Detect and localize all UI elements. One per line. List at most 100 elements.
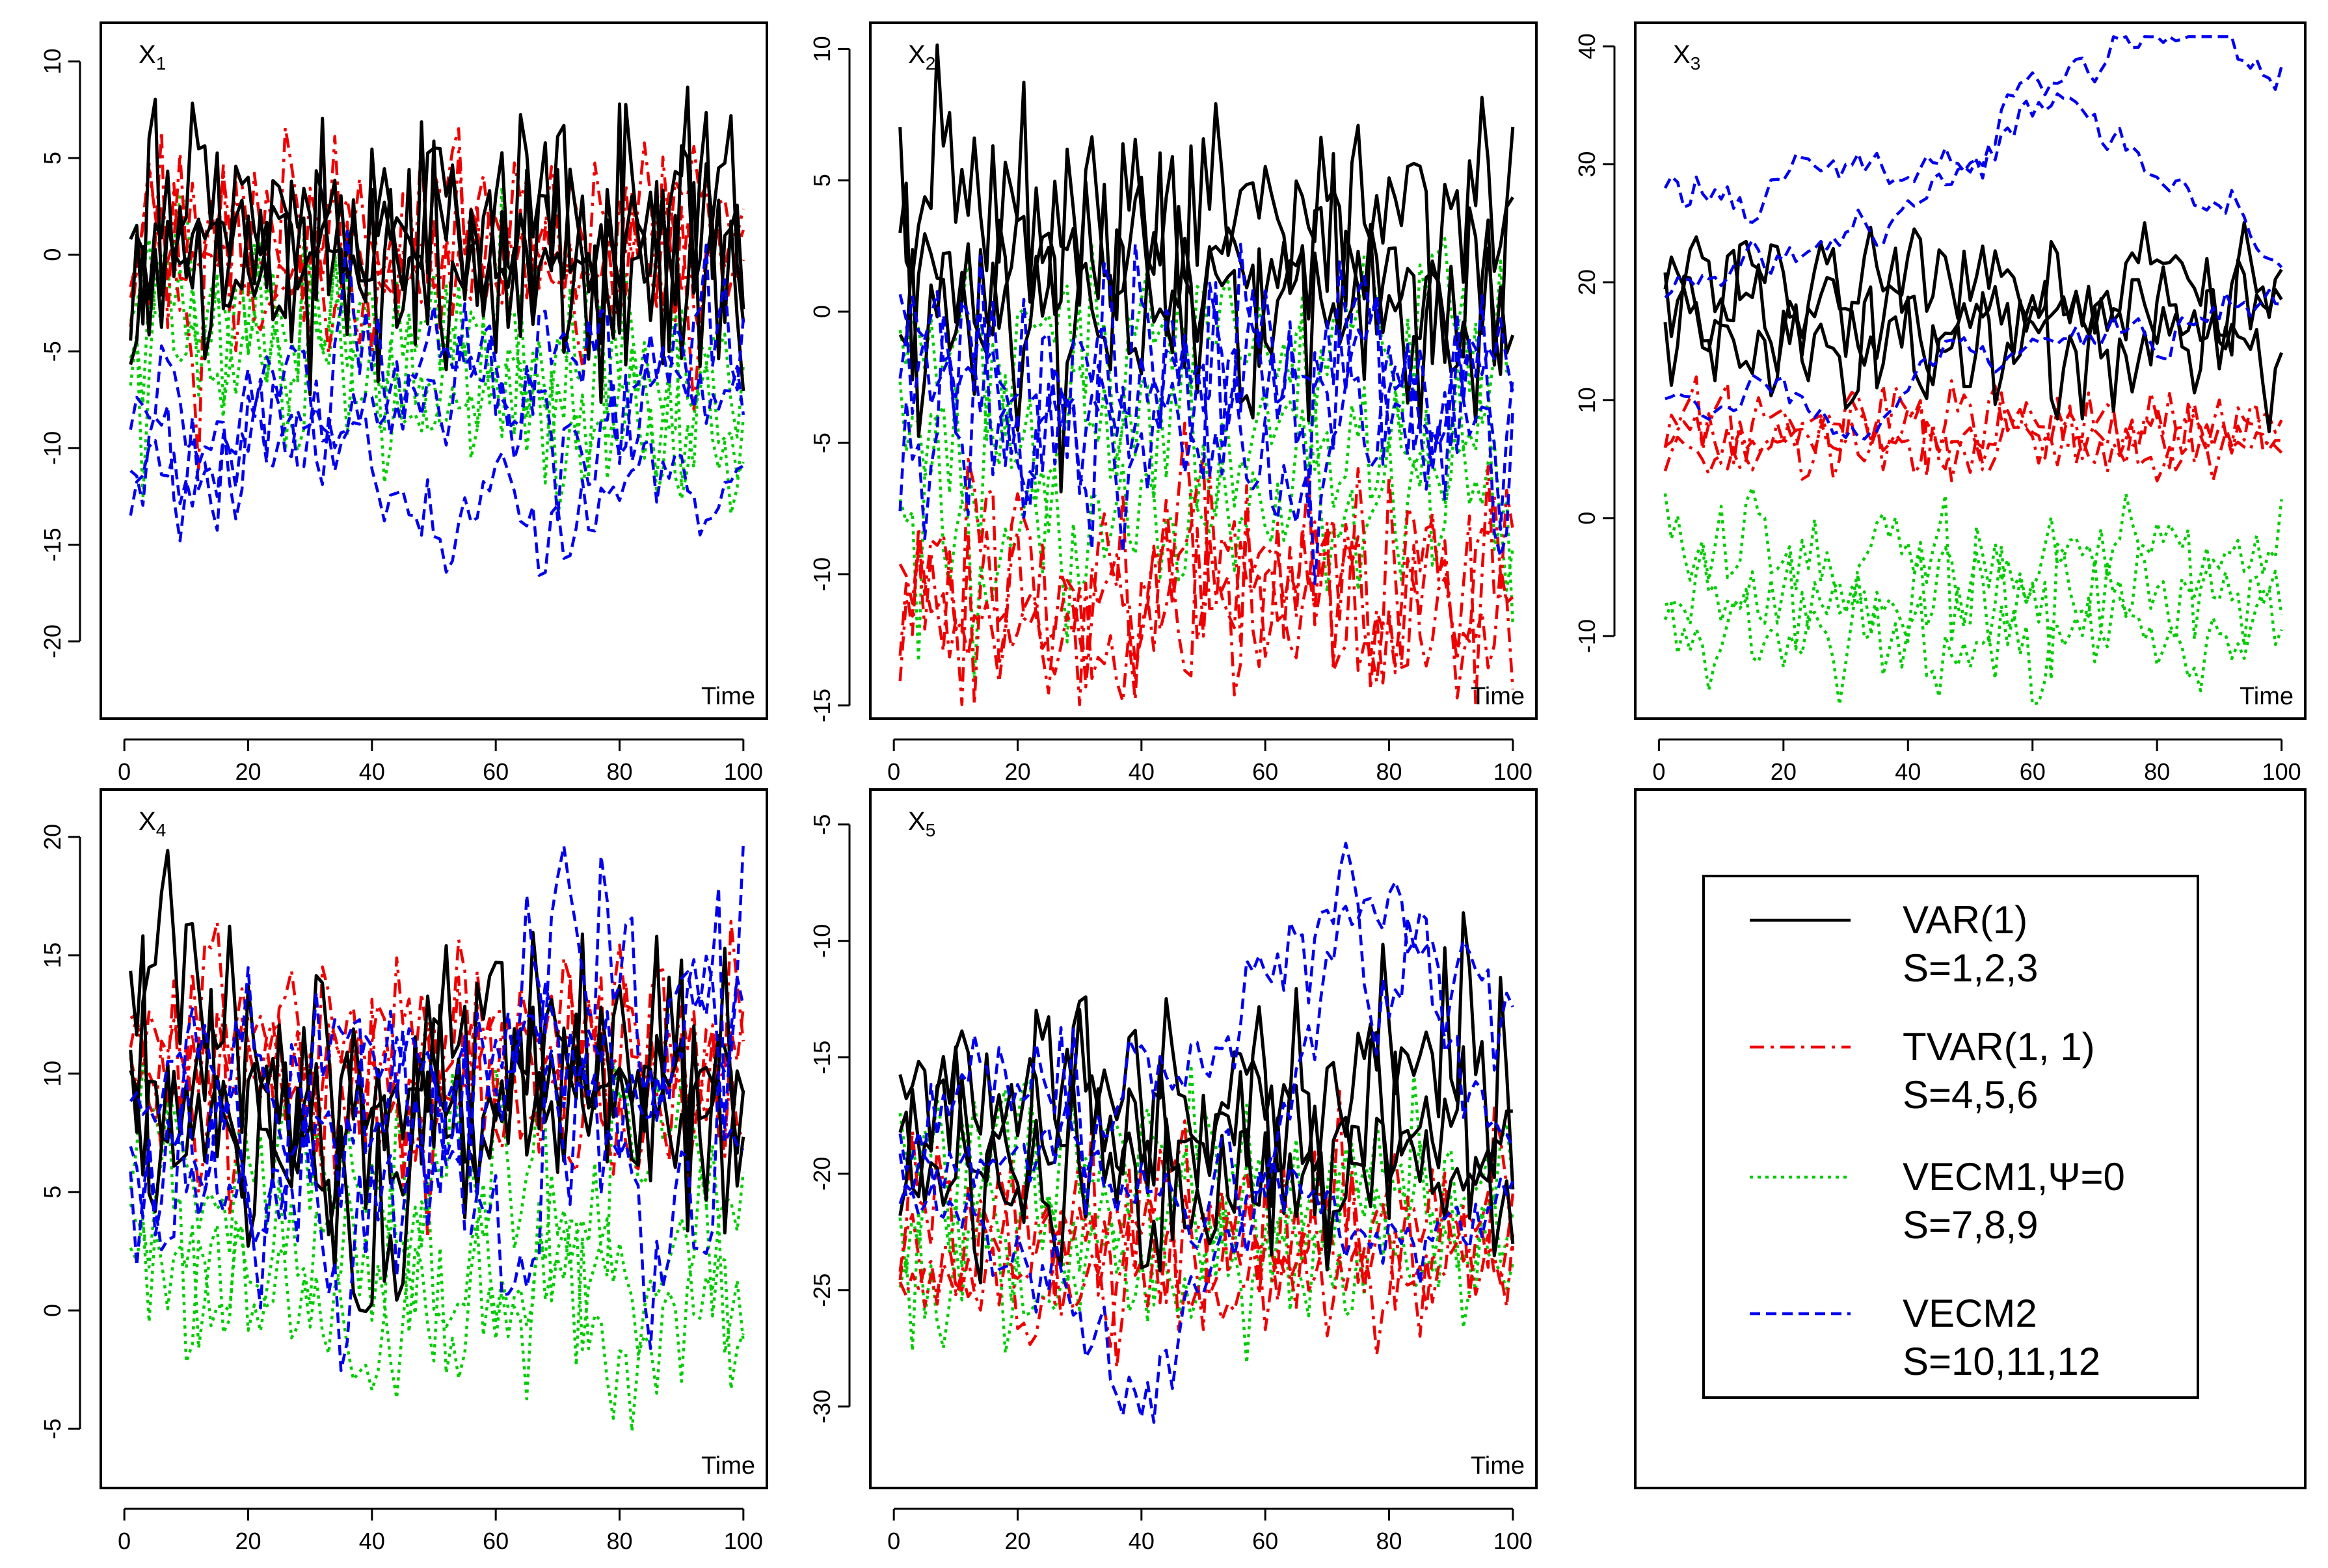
series-group: VECM1 S=7VECM1 S=8VECM1 S=9TVAR(1, 1) S=… [129,85,745,577]
series-line: VECM2 S=11 [898,242,1515,518]
series-line: VECM2 S=12 [1665,288,2282,441]
x-axis-title: Time [1471,1452,1525,1480]
legend-entry-vecm2: VECM2 S=10,11,12 [1750,1292,2100,1383]
x-tick-label: 40 [1895,758,1921,785]
x-axis-title: Time [2240,683,2294,710]
y-tick-label: -10 [809,924,835,958]
legend-label: VECM2 [1903,1292,2037,1335]
series-line: VAR(1) S=1 [898,911,1515,1225]
legend-sublabel: S=1,2,3 [1903,946,2039,990]
series-line: VAR(1) S=1 [1663,220,2283,358]
x-tick-label: 80 [1376,758,1402,785]
y-tick-label: 10 [39,1061,66,1087]
x-tick-label: 100 [2262,758,2301,785]
y-tick-label: -5 [39,1418,66,1439]
series-group: VECM1 S=7VECM1 S=8VECM1 S=9TVAR(1, 1) S=… [898,43,1515,706]
y-tick-label: 0 [1573,512,1600,525]
y-tick-label: -15 [809,1041,835,1074]
x-tick-label: 80 [606,1528,632,1554]
series-line: VECM1 S=8 [129,267,745,518]
series-line: TVAR(1, 1) S=6 [898,1169,1515,1370]
y-tick-label: -30 [809,1390,835,1424]
x-tick-label: 0 [887,1528,900,1554]
series-line: VECM2 S=10 [898,243,1515,531]
series-line: VAR(1) S=3 [898,205,1515,494]
y-tick-label: 0 [809,305,835,318]
series-line: VAR(1) S=3 [129,102,745,384]
panel-x2: VECM1 S=7VECM1 S=8VECM1 S=9TVAR(1, 1) S=… [809,21,1538,785]
series-group: VECM1 S=7VECM1 S=8VECM1 S=9TVAR(1, 1) S=… [1663,35,2283,706]
x-tick-label: 20 [1771,758,1797,785]
plot-frame [869,21,1538,720]
legend-sublabel: S=7,8,9 [1903,1203,2039,1247]
x-tick-label: 0 [887,758,900,785]
series-line: VECM2 S=12 [898,1155,1514,1424]
x-axis-title: Time [1471,683,1525,710]
y-tick-label: -20 [39,624,66,658]
x-tick-label: 60 [2020,758,2046,785]
x-tick-label: 20 [1004,758,1030,785]
y-tick-label: 10 [39,48,66,74]
legend-box [1702,875,2199,1399]
x-tick-label: 60 [1252,758,1278,785]
plot-frame [100,21,768,720]
legend-entry-tvar: TVAR(1, 1)S=4,5,6 [1750,1025,2095,1117]
panel-x5: VECM1 S=7VECM1 S=8VECM1 S=9TVAR(1, 1) S=… [809,788,1538,1554]
series-line: VECM2 S=10 [129,243,745,542]
series-line: TVAR(1, 1) S=4 [1663,375,2283,480]
series-line: VAR(1) S=3 [129,994,745,1236]
series-line: VECM1 S=9 [898,392,1515,681]
x-tick-label: 40 [359,758,385,785]
legend-label: VECM1,Ψ=0 [1903,1155,2125,1199]
x-tick-label: 40 [1129,1528,1155,1554]
series-line: VECM2 S=12 [898,293,1515,585]
y-tick-label: -25 [809,1273,835,1307]
y-tick-label: 10 [809,36,835,62]
panel-x4: VECM1 S=7VECM1 S=8VECM1 S=9TVAR(1, 1) S=… [39,788,768,1554]
series-line: VAR(1) S=3 [898,1076,1515,1284]
y-tick-label: -10 [39,431,66,465]
x-tick-label: 60 [483,1528,509,1554]
series-line: VECM1 S=8 [129,1059,745,1316]
panel-title: X4 [139,807,166,840]
x-tick-label: 100 [1493,1528,1532,1554]
legend-sublabel: S=4,5,6 [1903,1073,2039,1117]
x-axis-title: Time [701,683,755,710]
series-line: TVAR(1, 1) S=6 [898,484,1514,706]
legend-entry-vecm1: VECM1,Ψ=0S=7,8,9 [1750,1155,2125,1247]
y-tick-label: 20 [1573,269,1600,295]
x-tick-label: 40 [359,1528,385,1554]
series-line: VECM2 S=12 [129,843,745,1245]
series-line: TVAR(1, 1) S=6 [1663,403,2283,483]
legend-label: TVAR(1, 1) [1903,1025,2095,1069]
y-tick-label: -10 [809,557,835,591]
x-tick-label: 80 [1376,1528,1402,1554]
x-tick-label: 20 [235,758,261,785]
series-line: TVAR(1, 1) S=5 [898,421,1515,695]
y-tick-label: -5 [809,432,835,453]
series-line: TVAR(1, 1) S=5 [898,1106,1515,1348]
x-tick-label: 0 [118,758,131,785]
x-tick-label: 0 [1652,758,1665,785]
series-line: VECM2 S=11 [898,880,1514,1255]
series-group: VECM1 S=7VECM1 S=8VECM1 S=9TVAR(1, 1) S=… [898,842,1515,1424]
x-tick-label: 80 [606,758,632,785]
plot-frame [1634,21,2307,720]
y-tick-label: 20 [39,824,66,850]
panel-title: X2 [908,40,935,73]
y-tick-label: -5 [809,814,835,835]
x-tick-label: 20 [235,1528,261,1554]
series-line: VECM1 S=9 [129,185,745,485]
x-tick-label: 100 [724,758,763,785]
y-tick-label: 5 [39,1186,66,1199]
panels: VECM1 S=7VECM1 S=8VECM1 S=9TVAR(1, 1) S=… [39,21,2307,1554]
legend-label: VAR(1) [1903,898,2027,942]
x-tick-label: 60 [483,758,509,785]
series-line: VECM2 S=12 [129,394,744,577]
series-line: VECM2 S=10 [1664,92,2283,299]
y-tick-label: 5 [39,152,66,165]
x-tick-label: 60 [1252,1528,1278,1554]
series-line: VAR(1) S=1 [898,43,1515,369]
plot-frame [100,788,768,1489]
